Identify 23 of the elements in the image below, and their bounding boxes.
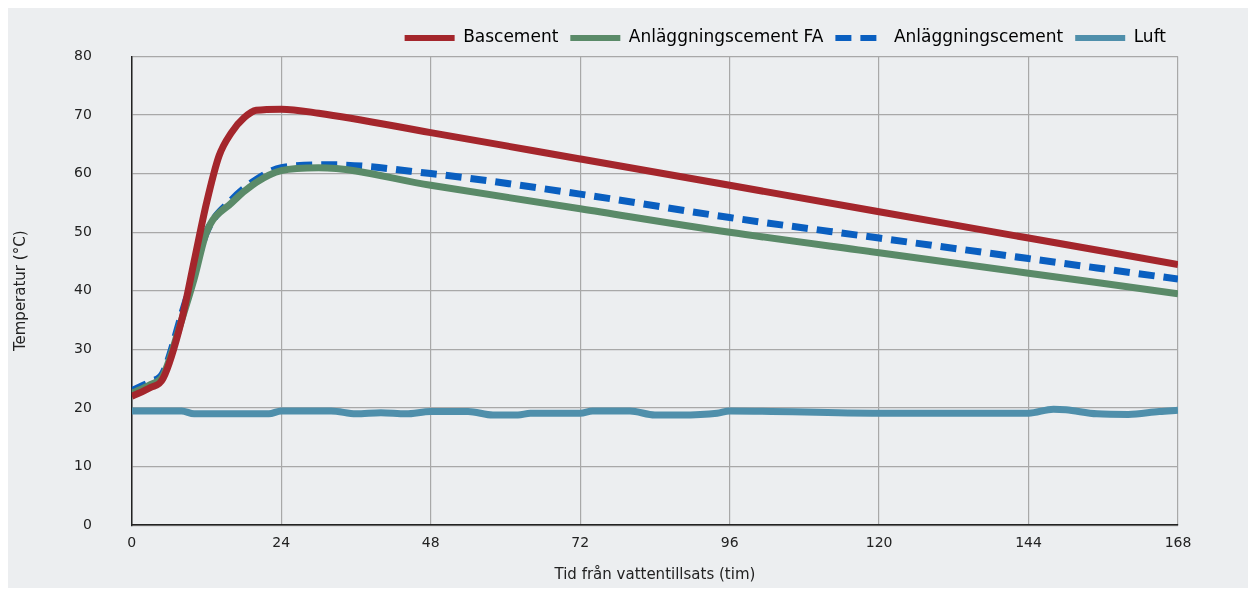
y-tick-label: 60 — [73, 164, 92, 181]
y-tick-label: 50 — [73, 222, 92, 239]
y-tick-label: 40 — [73, 281, 92, 298]
y-tick-label: 30 — [73, 340, 92, 357]
x-tick-label: 168 — [1164, 534, 1192, 551]
legend-label: Anläggningscement — [893, 26, 1064, 47]
y-tick-label: 80 — [73, 47, 92, 64]
legend-label: Anläggningscement FA — [628, 26, 824, 47]
x-tick-label: 0 — [127, 534, 137, 551]
x-tick-label: 96 — [720, 534, 739, 551]
y-tick-label: 0 — [82, 515, 92, 532]
x-tick-label: 24 — [272, 534, 291, 551]
x-tick-label: 120 — [865, 534, 893, 551]
x-axis-title: Tid från vattentillsats (tim) — [553, 564, 756, 583]
x-tick-label: 48 — [421, 534, 440, 551]
legend-label: Bascement — [463, 26, 559, 47]
y-axis-title: Temperatur (°C) — [10, 230, 29, 353]
y-tick-label: 70 — [73, 105, 92, 122]
legend-label: Luft — [1133, 26, 1167, 47]
x-tick-label: 72 — [571, 534, 590, 551]
y-tick-label: 10 — [73, 457, 92, 474]
y-tick-label: 20 — [73, 398, 92, 415]
x-tick-label: 144 — [1015, 534, 1042, 551]
